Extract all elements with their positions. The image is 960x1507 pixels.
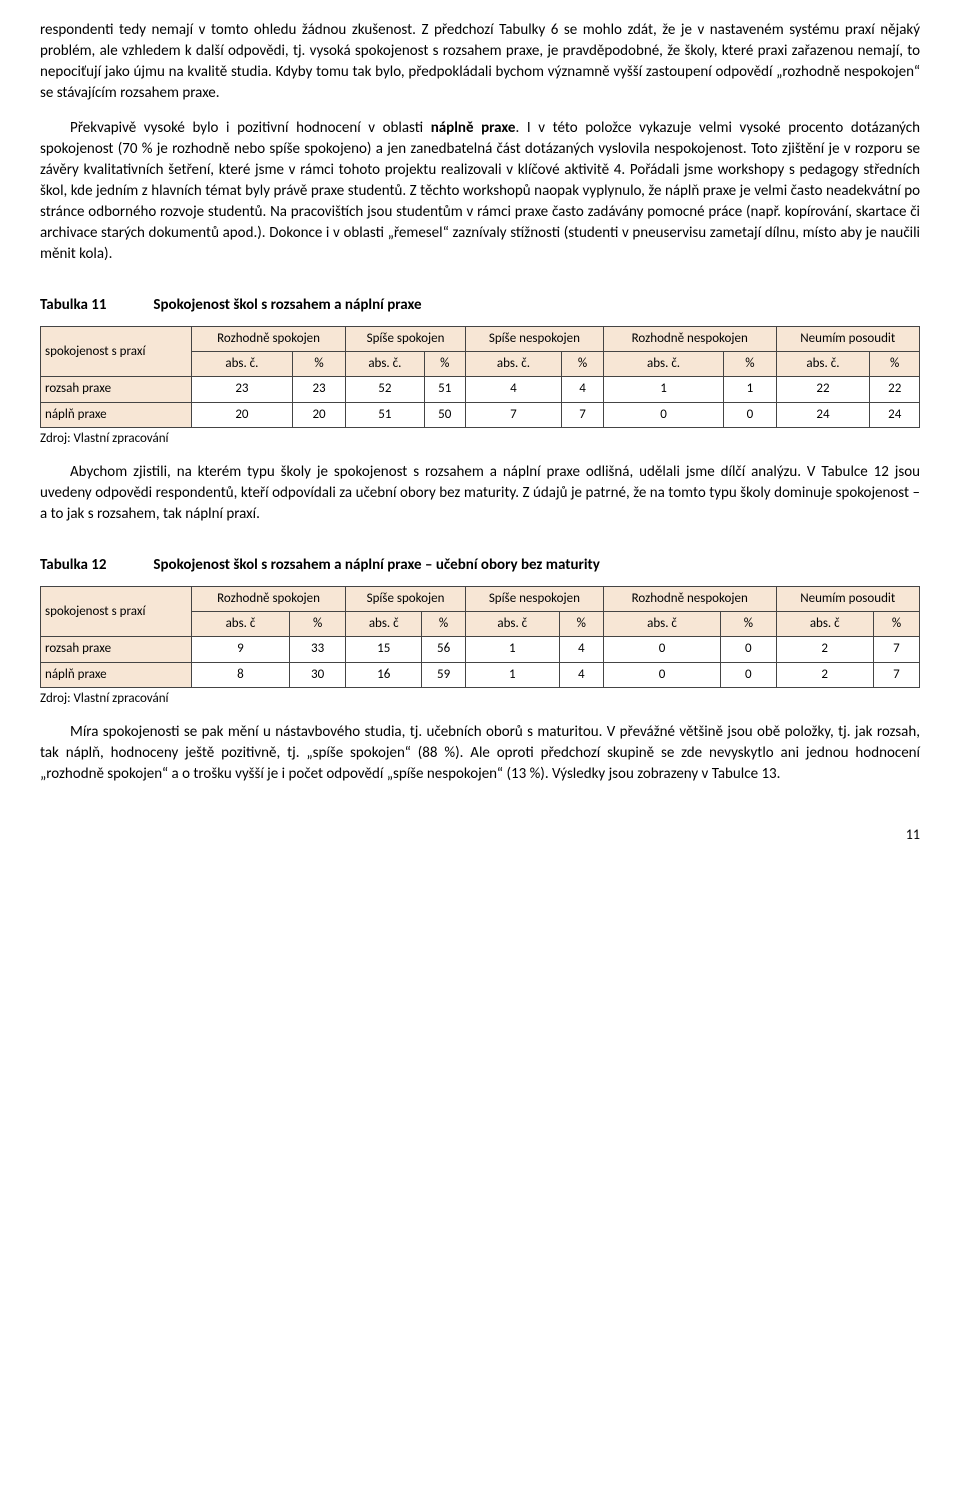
table11-source: Zdroj: Vlastní zpracování [40, 430, 920, 448]
t11-cell: 1 [724, 377, 776, 402]
t11-sub: abs. č. [191, 352, 292, 377]
t11-cell: 51 [346, 402, 424, 427]
t12-cell: 56 [422, 637, 466, 662]
table-row: náplň praxe 8 30 16 59 1 4 0 0 2 7 [41, 662, 920, 687]
t11-sub: % [870, 352, 920, 377]
table-row: rozsah praxe 9 33 15 56 1 4 0 0 2 7 [41, 637, 920, 662]
t12-cell: 30 [290, 662, 346, 687]
t11-cell: 4 [465, 377, 561, 402]
t12-cell: 33 [290, 637, 346, 662]
t11-corner: spokojenost s praxí [41, 327, 192, 377]
t11-cell: 51 [424, 377, 465, 402]
table11-title: Tabulka 11 Spokojenost škol s rozsahem a… [40, 295, 920, 316]
t11-sub: abs. č. [776, 352, 870, 377]
para2-rest: . I v této položce vykazuje velmi vysoké… [40, 119, 920, 263]
t12-r0-label: rozsah praxe [41, 637, 192, 662]
t11-col3: Rozhodně nespokojen [603, 327, 776, 352]
t12-cell: 0 [603, 662, 720, 687]
t12-sub: abs. č [776, 612, 873, 637]
table12-caption: Spokojenost škol s rozsahem a náplní pra… [153, 556, 599, 574]
t11-cell: 20 [292, 402, 345, 427]
t12-cell: 4 [559, 662, 603, 687]
t12-col1: Spíše spokojen [346, 586, 466, 611]
table12-num: Tabulka 12 [40, 555, 150, 576]
t12-col3: Rozhodně nespokojen [603, 586, 776, 611]
t12-sub: abs. č [191, 612, 289, 637]
t12-cell: 1 [465, 637, 559, 662]
table12-source: Zdroj: Vlastní zpracování [40, 690, 920, 708]
paragraph-2: Překvapivě vysoké bylo i pozitivní hodno… [40, 118, 920, 265]
t12-cell: 0 [721, 637, 776, 662]
t12-cell: 1 [465, 662, 559, 687]
t11-col1: Spíše spokojen [346, 327, 466, 352]
paragraph-4: Míra spokojenosti se pak mění u nástavbo… [40, 722, 920, 785]
paragraph-3: Abychom zjistili, na kterém typu školy j… [40, 462, 920, 525]
t11-sub: abs. č. [346, 352, 424, 377]
t11-r1-label: náplň praxe [41, 402, 192, 427]
t11-cell: 24 [776, 402, 870, 427]
t12-cell: 7 [873, 637, 919, 662]
t12-sub: abs. č [346, 612, 422, 637]
table11: spokojenost s praxí Rozhodně spokojen Sp… [40, 326, 920, 428]
t12-sub: % [721, 612, 776, 637]
table12-title: Tabulka 12 Spokojenost škol s rozsahem a… [40, 555, 920, 576]
t12-cell: 9 [191, 637, 289, 662]
t11-cell: 1 [603, 377, 723, 402]
t11-cell: 24 [870, 402, 920, 427]
page-number: 11 [40, 825, 920, 845]
t12-sub: abs. č [465, 612, 559, 637]
t11-cell: 7 [562, 402, 604, 427]
t11-sub: abs. č. [603, 352, 723, 377]
t12-cell: 16 [346, 662, 422, 687]
t12-cell: 59 [422, 662, 466, 687]
t11-col2: Spíše nespokojen [465, 327, 603, 352]
t11-cell: 22 [870, 377, 920, 402]
t11-sub: % [292, 352, 345, 377]
table-row: rozsah praxe 23 23 52 51 4 4 1 1 22 22 [41, 377, 920, 402]
t11-sub: % [724, 352, 776, 377]
t12-cell: 2 [776, 662, 873, 687]
t12-cell: 0 [721, 662, 776, 687]
table11-num: Tabulka 11 [40, 295, 150, 316]
t11-sub: % [562, 352, 604, 377]
t11-cell: 7 [465, 402, 561, 427]
t12-cell: 15 [346, 637, 422, 662]
t11-cell: 0 [724, 402, 776, 427]
para2-bold: náplně praxe [431, 119, 516, 137]
t11-cell: 20 [191, 402, 292, 427]
t11-cell: 23 [191, 377, 292, 402]
t12-col0: Rozhodně spokojen [191, 586, 345, 611]
t11-cell: 4 [562, 377, 604, 402]
t12-col2: Spíše nespokojen [465, 586, 603, 611]
table11-caption: Spokojenost škol s rozsahem a náplní pra… [153, 296, 421, 314]
paragraph-1: respondenti tedy nemají v tomto ohledu ž… [40, 20, 920, 104]
t12-sub: % [290, 612, 346, 637]
t12-cell: 0 [603, 637, 720, 662]
t12-r1-label: náplň praxe [41, 662, 192, 687]
t11-cell: 52 [346, 377, 424, 402]
table12: spokojenost s praxí Rozhodně spokojen Sp… [40, 586, 920, 688]
t11-col0: Rozhodně spokojen [191, 327, 345, 352]
t12-sub: abs. č [603, 612, 720, 637]
t12-sub: % [422, 612, 466, 637]
t11-cell: 22 [776, 377, 870, 402]
t12-cell: 8 [191, 662, 289, 687]
t11-cell: 0 [603, 402, 723, 427]
t11-sub: abs. č. [465, 352, 561, 377]
t11-col4: Neumím posoudit [776, 327, 919, 352]
t12-sub: % [559, 612, 603, 637]
table-row: náplň praxe 20 20 51 50 7 7 0 0 24 24 [41, 402, 920, 427]
t11-cell: 50 [424, 402, 465, 427]
t12-cell: 2 [776, 637, 873, 662]
t12-col4: Neumím posoudit [776, 586, 920, 611]
t11-cell: 23 [292, 377, 345, 402]
para2-lead: Překvapivě vysoké bylo i pozitivní hodno… [70, 119, 431, 137]
t11-sub: % [424, 352, 465, 377]
t11-r0-label: rozsah praxe [41, 377, 192, 402]
t12-cell: 4 [559, 637, 603, 662]
t12-sub: % [873, 612, 919, 637]
t12-corner: spokojenost s praxí [41, 586, 192, 636]
t12-cell: 7 [873, 662, 919, 687]
